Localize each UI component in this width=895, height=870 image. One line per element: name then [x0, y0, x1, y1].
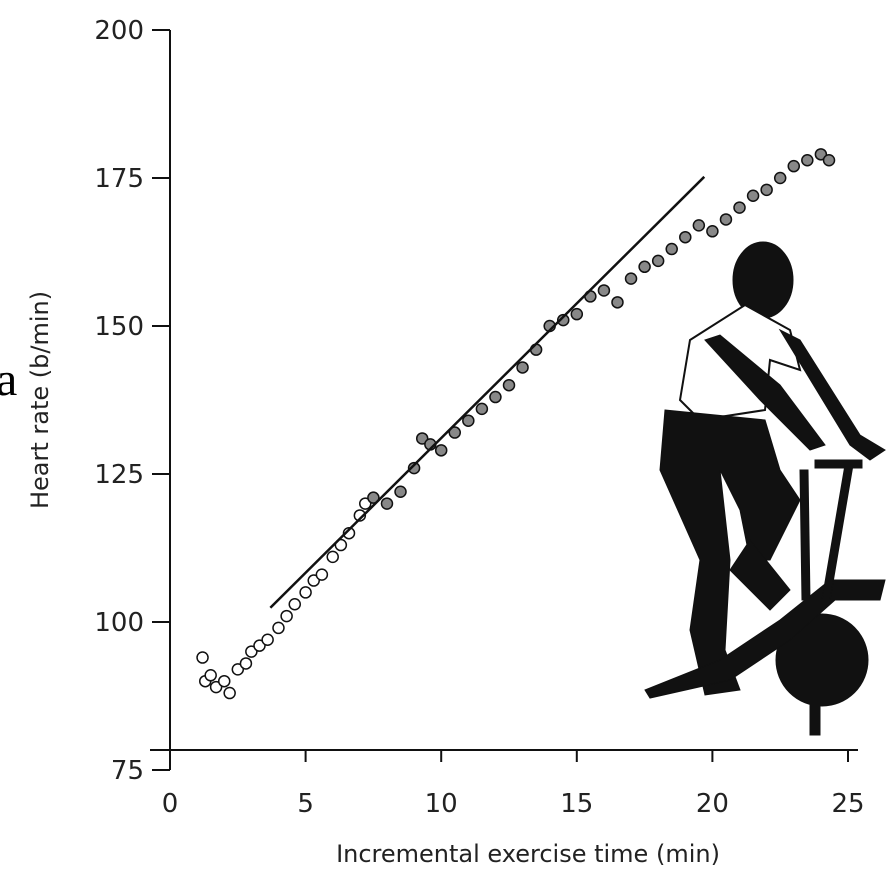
x-tick-label: 15: [560, 789, 593, 819]
y-axis-label: Heart rate (b/min): [26, 291, 54, 509]
data-point: [679, 230, 692, 244]
data-point: [217, 674, 231, 688]
data-point: [261, 633, 274, 647]
data-point: [611, 296, 624, 309]
data-point: [556, 313, 570, 327]
cyclist-illustration: [644, 241, 886, 736]
data-point: [760, 183, 773, 197]
panel-label: a: [0, 353, 17, 406]
data-point: [448, 426, 462, 439]
y-tick-label: 100: [94, 608, 144, 638]
x-axis-label: Incremental exercise time (min): [336, 840, 720, 868]
trend-line: [269, 175, 706, 609]
x-tick-label: 10: [425, 789, 458, 819]
data-point: [651, 254, 665, 268]
y-tick-label: 150: [94, 312, 144, 342]
data-point: [773, 171, 787, 185]
x-tick-label: 20: [696, 789, 729, 819]
data-point: [326, 550, 339, 564]
data-point: [280, 609, 293, 623]
data-point: [434, 444, 448, 457]
y-tick-label: 175: [94, 164, 144, 194]
y-tick-label: 200: [94, 16, 144, 46]
x-tick-label: 25: [831, 789, 864, 819]
data-point: [706, 225, 719, 238]
data-point: [570, 307, 584, 321]
data-point: [597, 284, 611, 297]
data-point: [380, 497, 394, 510]
data-point: [665, 242, 678, 256]
data-point: [239, 657, 253, 670]
data-point: [462, 414, 475, 427]
data-point: [475, 402, 489, 416]
data-point: [299, 586, 312, 599]
data-point: [787, 159, 801, 173]
data-point: [638, 260, 651, 274]
x-tick-label: 5: [297, 789, 314, 819]
data-point: [334, 538, 348, 552]
data-point: [489, 390, 502, 404]
data-point: [342, 526, 356, 540]
data-point: [394, 485, 407, 499]
data-point: [367, 491, 380, 504]
data-point: [502, 378, 516, 392]
data-point: [692, 219, 706, 232]
data-point: [196, 651, 209, 664]
data-point: [733, 201, 746, 214]
y-tick-label: 125: [94, 460, 144, 490]
data-point: [822, 153, 836, 167]
data-point: [719, 213, 733, 226]
data-point: [801, 153, 814, 167]
data-point: [407, 461, 421, 475]
data-point: [529, 343, 543, 356]
y-tick-label: 75: [111, 756, 144, 786]
x-tick-label: 0: [162, 789, 179, 819]
data-point: [315, 568, 329, 581]
data-point: [272, 621, 285, 635]
data-point: [624, 272, 638, 285]
data-point: [288, 597, 302, 611]
data-point: [516, 361, 529, 374]
data-point: [223, 686, 236, 700]
data-point: [353, 509, 367, 522]
data-point: [204, 669, 217, 682]
data-point: [746, 189, 760, 203]
